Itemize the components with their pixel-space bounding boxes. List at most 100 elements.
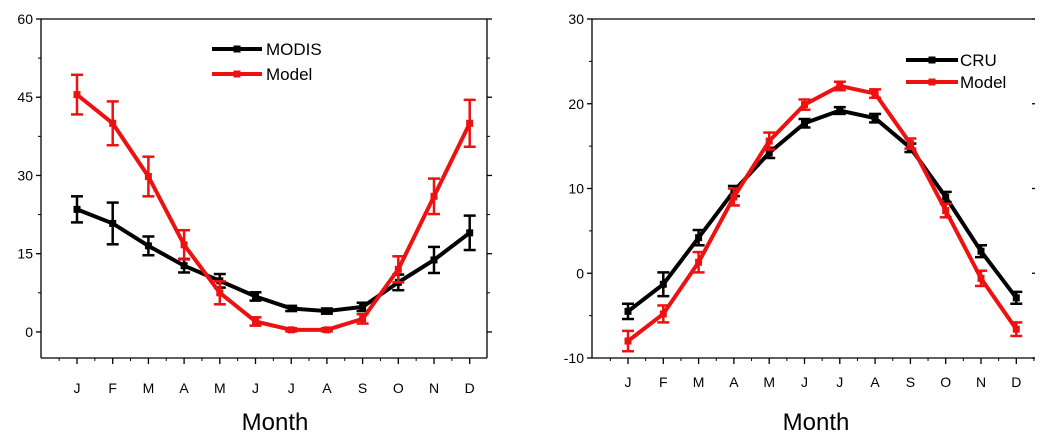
data-point bbox=[252, 317, 259, 325]
series-2 bbox=[622, 80, 1023, 353]
y-tick-label: 15 bbox=[17, 246, 33, 262]
y-tick-label: 45 bbox=[17, 89, 33, 105]
y-tick-label: 20 bbox=[568, 96, 584, 112]
legend: CRU Model bbox=[906, 51, 1006, 92]
data-point bbox=[430, 192, 438, 200]
x-axis-title: Month bbox=[242, 409, 309, 435]
data-point bbox=[801, 119, 808, 127]
x-tick-label: A bbox=[322, 380, 332, 396]
data-point bbox=[252, 292, 259, 300]
data-point bbox=[695, 234, 703, 242]
chart-panel-2: -10 0 10 20 30 J F M A M J J A S O N D Month CRU Model bbox=[564, 11, 1035, 435]
x-tick-label: A bbox=[729, 374, 739, 390]
data-point bbox=[977, 247, 985, 255]
y-tick-label: 30 bbox=[568, 11, 584, 27]
data-point bbox=[323, 307, 331, 315]
x-tick-label: N bbox=[429, 380, 439, 396]
data-point bbox=[765, 149, 773, 157]
series-line bbox=[75, 93, 472, 332]
data-point bbox=[730, 193, 738, 201]
data-point bbox=[836, 107, 844, 115]
data-point bbox=[144, 242, 152, 250]
data-point bbox=[871, 90, 879, 98]
y-tick-label: 10 bbox=[568, 181, 584, 197]
x-tick-label: F bbox=[108, 380, 117, 396]
data-point bbox=[144, 173, 152, 181]
data-point bbox=[942, 193, 950, 201]
legend-label: Model bbox=[266, 65, 312, 84]
x-tick-label: D bbox=[1011, 374, 1021, 390]
data-point bbox=[1012, 294, 1020, 302]
data-point bbox=[359, 303, 367, 311]
x-tick-label: J bbox=[836, 374, 843, 390]
y-tick-label: 0 bbox=[25, 324, 33, 340]
data-point bbox=[765, 137, 773, 145]
series-line bbox=[76, 207, 471, 314]
x-tick-label: M bbox=[214, 380, 226, 396]
x-tick-label: A bbox=[179, 380, 189, 396]
series-1 bbox=[71, 195, 476, 315]
series-1 bbox=[622, 105, 1023, 321]
legend-swatch-marker bbox=[928, 78, 936, 86]
legend-swatch-marker bbox=[233, 70, 241, 78]
data-point bbox=[466, 119, 474, 127]
data-point bbox=[287, 326, 295, 334]
data-point bbox=[906, 140, 914, 148]
series-line bbox=[626, 83, 1018, 343]
x-tick-label: O bbox=[393, 380, 404, 396]
data-point bbox=[659, 280, 667, 288]
legend-label: Model bbox=[960, 73, 1006, 92]
x-tick-label: J bbox=[801, 374, 808, 390]
x-axis-title: Month bbox=[783, 409, 850, 435]
data-point bbox=[109, 219, 117, 227]
y-tick-label: 30 bbox=[17, 167, 33, 183]
data-point bbox=[942, 207, 950, 215]
data-point bbox=[109, 119, 117, 127]
legend-swatch-marker bbox=[928, 56, 936, 64]
data-point bbox=[73, 91, 81, 99]
data-point bbox=[624, 337, 632, 345]
x-tick-label: S bbox=[358, 380, 367, 396]
data-point bbox=[430, 256, 438, 264]
x-tick-label: J bbox=[288, 380, 295, 396]
y-tick-label: -10 bbox=[564, 350, 584, 366]
data-point bbox=[695, 258, 703, 266]
x-tick-label: M bbox=[143, 380, 155, 396]
data-point bbox=[394, 265, 402, 273]
legend-label: MODIS bbox=[266, 40, 322, 59]
chart-panel-1: 0 15 30 45 60 J F M A M J J A S O N D Month MODIS Model bbox=[17, 11, 492, 435]
data-point bbox=[466, 229, 474, 237]
x-tick-label: M bbox=[763, 374, 775, 390]
data-point bbox=[659, 310, 667, 318]
data-point bbox=[1012, 325, 1020, 333]
x-tick-label: A bbox=[870, 374, 880, 390]
x-tick-label: M bbox=[693, 374, 705, 390]
data-point bbox=[836, 82, 844, 90]
y-tick-label: 0 bbox=[576, 265, 584, 281]
data-point bbox=[73, 205, 81, 213]
data-point bbox=[871, 114, 879, 122]
data-point bbox=[624, 307, 632, 315]
legend: MODIS Model bbox=[212, 40, 322, 84]
x-tick-label: O bbox=[940, 374, 951, 390]
x-tick-label: N bbox=[976, 374, 986, 390]
y-tick-label: 60 bbox=[17, 11, 33, 27]
legend-swatch-marker bbox=[233, 45, 241, 53]
data-point bbox=[801, 101, 808, 109]
x-tick-label: J bbox=[625, 374, 632, 390]
series-2 bbox=[71, 73, 476, 334]
x-tick-label: D bbox=[465, 380, 475, 396]
x-tick-label: F bbox=[659, 374, 668, 390]
data-point bbox=[977, 274, 985, 282]
x-tick-label: S bbox=[906, 374, 915, 390]
data-point bbox=[359, 315, 367, 323]
data-point bbox=[287, 304, 295, 312]
data-point bbox=[216, 289, 224, 297]
data-point bbox=[323, 326, 331, 334]
data-point bbox=[180, 262, 188, 270]
x-tick-label: J bbox=[252, 380, 259, 396]
legend-label: CRU bbox=[960, 51, 997, 70]
data-point bbox=[180, 241, 188, 249]
x-tick-label: J bbox=[74, 380, 81, 396]
